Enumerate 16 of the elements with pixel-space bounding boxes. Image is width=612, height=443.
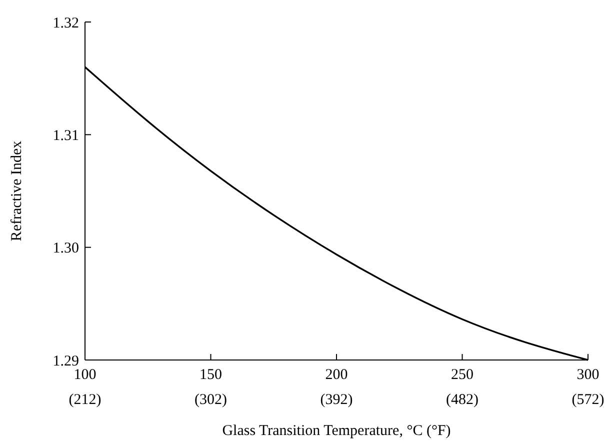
- x-axis-title: Glass Transition Temperature, °C (°F): [222, 423, 451, 439]
- y-tick-label: 1.32: [52, 15, 79, 32]
- x-tick-label: 100: [74, 367, 96, 383]
- y-axis-title: Refractive Index: [9, 140, 25, 242]
- x-tick-label: 250: [451, 367, 474, 383]
- x-tick-label: 200: [325, 367, 348, 383]
- y-tick-label: 1.30: [52, 240, 79, 257]
- y-tick-label: 1.29: [52, 353, 79, 370]
- x2-tick-label: (302): [194, 392, 227, 408]
- y-tick-label: 1.31: [52, 128, 79, 144]
- x2-tick-label: (212): [68, 392, 102, 408]
- x-tick-label: 300: [576, 367, 600, 383]
- x-tick-label: 150: [200, 367, 222, 383]
- x2-tick-label: (392): [320, 392, 353, 408]
- x2-tick-label: (482): [446, 392, 478, 408]
- x2-tick-label: (572): [572, 392, 604, 408]
